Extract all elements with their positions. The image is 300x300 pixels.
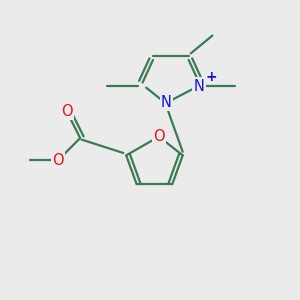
Text: N: N: [161, 95, 172, 110]
Text: O: O: [61, 104, 73, 119]
Text: O: O: [52, 153, 64, 168]
Text: +: +: [206, 70, 217, 84]
Text: N: N: [194, 79, 205, 94]
Text: O: O: [153, 129, 165, 144]
